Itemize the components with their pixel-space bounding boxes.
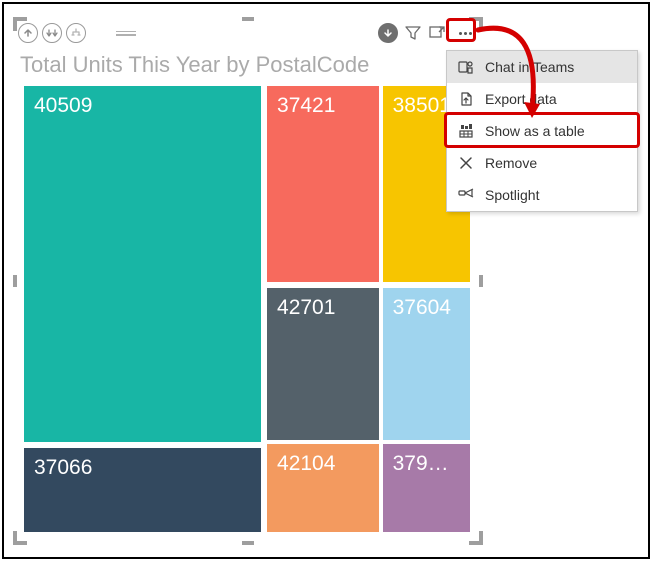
menu-item-showtbl[interactable]: Show as a table <box>447 115 637 147</box>
treemap-tile-label: 37604 <box>393 296 451 319</box>
menu-item-label: Remove <box>485 155 537 171</box>
treemap-tile[interactable]: 40509 <box>24 86 261 442</box>
treemap-tile[interactable]: 37421 <box>267 86 379 282</box>
treemap-tile[interactable]: 42701 <box>267 288 379 440</box>
close-icon <box>457 154 475 172</box>
expand-hierarchy-icon[interactable] <box>66 23 86 43</box>
treemap-tile[interactable]: 379… <box>383 444 470 532</box>
drill-down-all-icon[interactable] <box>42 23 62 43</box>
menu-item-label: Export data <box>485 91 557 107</box>
menu-item-label: Show as a table <box>485 123 585 139</box>
treemap-tile-label: 40509 <box>34 94 92 117</box>
context-menu: Chat in Teams Export data Show as a table R… <box>446 50 638 212</box>
treemap-tile-label: 379… <box>393 452 449 475</box>
screenshot-frame: Total Units This Year by PostalCode 4050… <box>2 2 650 559</box>
treemap-chart[interactable]: 40509 37066 37421 38501 42701 37604 42104 379… <box>24 86 472 534</box>
table-icon <box>457 122 475 140</box>
treemap-tile-label: 38501 <box>393 94 451 117</box>
resize-handle-bottom[interactable] <box>242 541 254 545</box>
filter-icon[interactable] <box>404 24 422 42</box>
treemap-tile-label: 42701 <box>277 296 335 319</box>
treemap-tile-label: 37421 <box>277 94 335 117</box>
chart-title: Total Units This Year by PostalCode <box>20 52 369 78</box>
resize-handle-right[interactable] <box>479 275 483 287</box>
menu-item-spot[interactable]: Spotlight <box>447 179 637 211</box>
treemap-tile[interactable]: 37066 <box>24 448 261 532</box>
menu-item-label: Chat in Teams <box>485 59 574 75</box>
visual-container[interactable]: Total Units This Year by PostalCode 4050… <box>16 20 480 542</box>
treemap-tile[interactable]: 42104 <box>267 444 379 532</box>
teams-icon <box>457 58 475 76</box>
resize-handle-left[interactable] <box>13 275 17 287</box>
drill-mode-icon[interactable] <box>378 23 398 43</box>
menu-item-export[interactable]: Export data <box>447 83 637 115</box>
drag-handle-icon[interactable] <box>116 29 136 37</box>
menu-item-chat[interactable]: Chat in Teams <box>447 51 637 83</box>
treemap-tile-label: 42104 <box>277 452 335 475</box>
treemap-tile[interactable]: 37604 <box>383 288 470 440</box>
menu-item-label: Spotlight <box>485 187 539 203</box>
treemap-tile-label: 37066 <box>34 456 92 479</box>
visual-toolbar <box>16 20 480 46</box>
spotlight-icon <box>457 186 475 204</box>
menu-item-remove[interactable]: Remove <box>447 147 637 179</box>
more-options-button[interactable] <box>452 23 478 43</box>
focus-mode-icon[interactable] <box>428 24 446 42</box>
drill-up-icon[interactable] <box>18 23 38 43</box>
export-icon <box>457 90 475 108</box>
